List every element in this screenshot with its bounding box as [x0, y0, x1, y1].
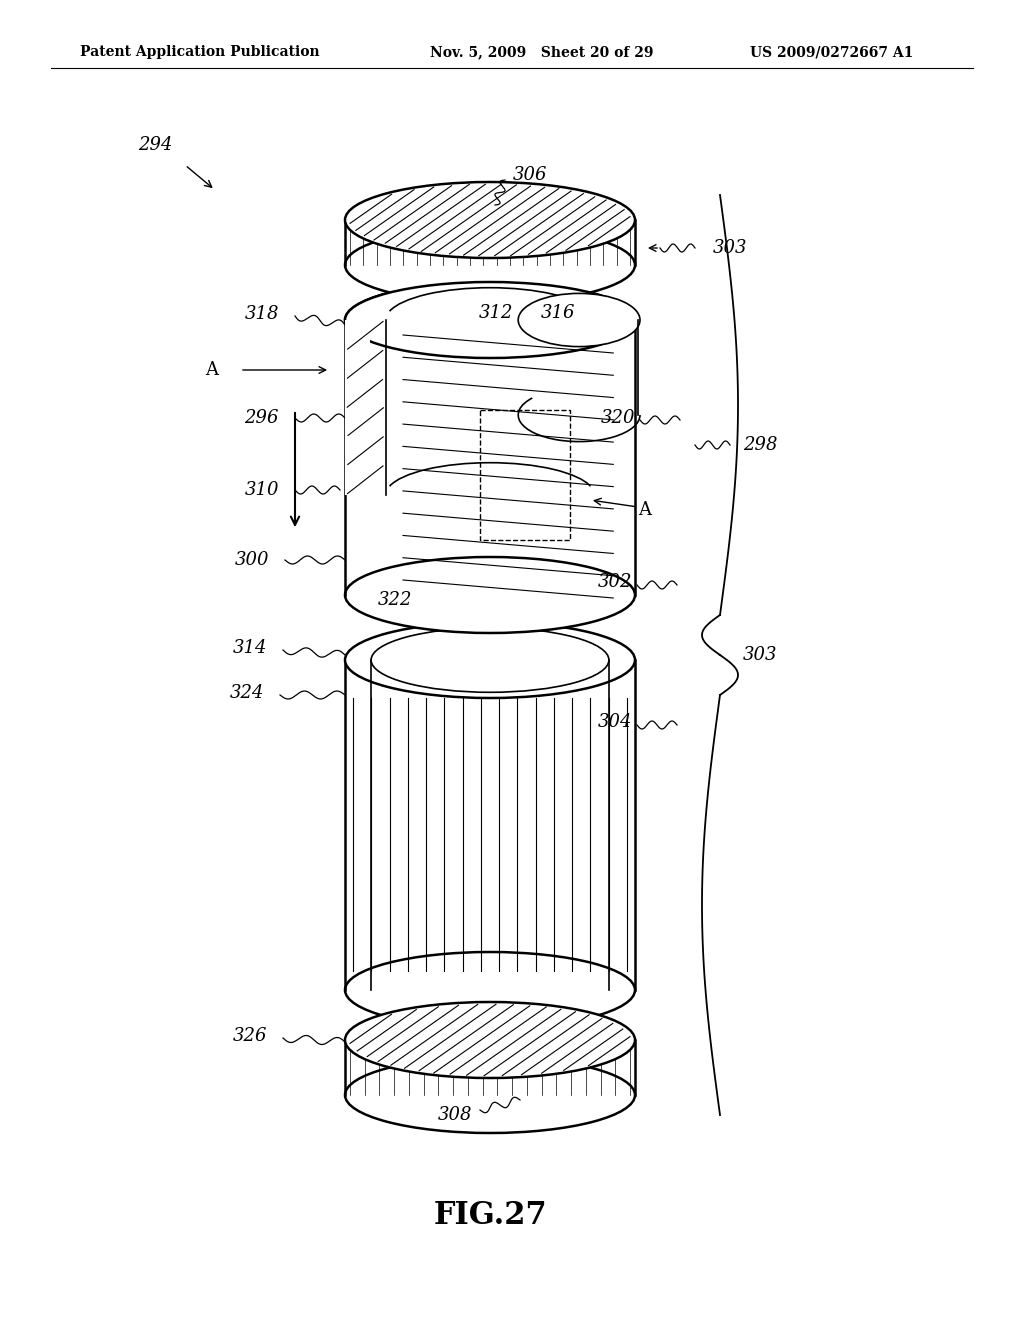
Ellipse shape — [345, 227, 635, 304]
Text: 298: 298 — [742, 436, 777, 454]
Text: 302: 302 — [598, 573, 632, 591]
Text: 294: 294 — [138, 136, 172, 154]
Ellipse shape — [345, 282, 635, 358]
Ellipse shape — [345, 622, 635, 698]
Text: 303: 303 — [713, 239, 748, 257]
Ellipse shape — [371, 628, 609, 692]
Ellipse shape — [345, 952, 635, 1028]
Polygon shape — [345, 319, 370, 495]
Text: 316: 316 — [541, 304, 575, 322]
Text: 303: 303 — [742, 645, 777, 664]
Text: 326: 326 — [232, 1027, 267, 1045]
Text: 296: 296 — [244, 409, 279, 426]
Polygon shape — [345, 319, 635, 595]
Text: 322: 322 — [378, 591, 413, 609]
Polygon shape — [345, 220, 635, 265]
Text: Nov. 5, 2009   Sheet 20 of 29: Nov. 5, 2009 Sheet 20 of 29 — [430, 45, 653, 59]
Ellipse shape — [345, 557, 635, 634]
Ellipse shape — [345, 1002, 635, 1078]
Polygon shape — [345, 1040, 635, 1096]
Text: 320: 320 — [601, 409, 635, 426]
Text: A: A — [639, 502, 651, 519]
Text: 304: 304 — [598, 713, 632, 731]
Text: A: A — [206, 360, 218, 379]
Ellipse shape — [345, 1057, 635, 1133]
Text: 310: 310 — [245, 480, 280, 499]
Text: 318: 318 — [245, 305, 280, 323]
Text: 324: 324 — [229, 684, 264, 702]
Text: 314: 314 — [232, 639, 267, 657]
Text: FIG.27: FIG.27 — [433, 1200, 547, 1230]
Text: Patent Application Publication: Patent Application Publication — [80, 45, 319, 59]
Text: 308: 308 — [437, 1106, 472, 1125]
Polygon shape — [345, 660, 635, 990]
Ellipse shape — [518, 293, 640, 347]
Text: US 2009/0272667 A1: US 2009/0272667 A1 — [750, 45, 913, 59]
Text: 300: 300 — [234, 550, 269, 569]
Text: 312: 312 — [479, 304, 513, 322]
Ellipse shape — [345, 182, 635, 257]
Text: 306: 306 — [513, 166, 547, 183]
Ellipse shape — [345, 282, 635, 358]
